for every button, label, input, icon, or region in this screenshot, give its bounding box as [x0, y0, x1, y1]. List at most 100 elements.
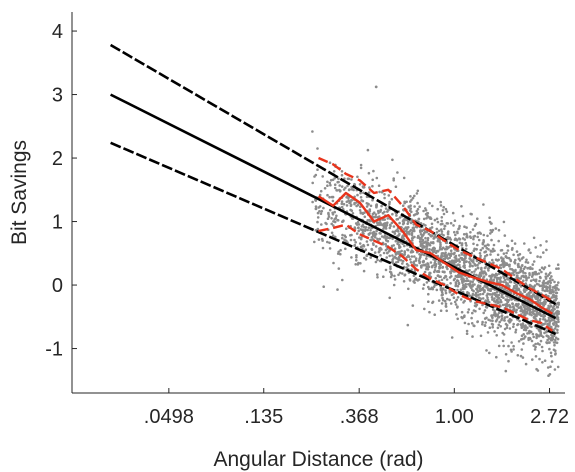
- scatter-point: [477, 261, 481, 265]
- scatter-point: [319, 189, 323, 193]
- scatter-point: [346, 177, 350, 181]
- scatter-point: [359, 237, 363, 241]
- scatter-point: [460, 253, 464, 256]
- scatter-point: [483, 289, 486, 292]
- scatter-point: [482, 276, 485, 280]
- scatter-point: [464, 282, 468, 286]
- scatter-point: [332, 224, 335, 227]
- scatter-point: [393, 247, 397, 250]
- scatter-point: [501, 339, 505, 343]
- scatter-point: [434, 233, 437, 237]
- scatter-point: [355, 255, 358, 259]
- scatter-point: [536, 255, 539, 258]
- scatter-point: [548, 305, 551, 309]
- scatter-point: [537, 283, 540, 286]
- scatter-point: [457, 282, 461, 286]
- scatter-point: [453, 300, 457, 304]
- scatter-point: [365, 202, 369, 205]
- scatter-point: [535, 314, 538, 318]
- scatter-point: [443, 257, 447, 261]
- scatter-point: [547, 318, 551, 322]
- scatter-point: [500, 293, 504, 297]
- scatter-point: [388, 202, 391, 206]
- scatter-point: [491, 258, 494, 262]
- scatter-point: [431, 264, 434, 268]
- scatter-point: [408, 279, 412, 282]
- scatter-point: [409, 228, 413, 232]
- scatter-point: [430, 226, 434, 229]
- scatter-point: [329, 183, 332, 187]
- scatter-point: [482, 233, 486, 237]
- scatter-point: [556, 318, 560, 321]
- scatter-point: [552, 323, 555, 326]
- scatter-point: [411, 304, 415, 307]
- scatter-point: [501, 303, 505, 307]
- scatter-point: [318, 210, 321, 213]
- scatter-point: [362, 244, 366, 248]
- scatter-point: [468, 282, 472, 285]
- scatter-point: [490, 322, 494, 326]
- scatter-point: [497, 239, 501, 243]
- scatter-point: [421, 239, 425, 242]
- scatter-point: [526, 267, 529, 270]
- scatter-point: [431, 241, 435, 244]
- scatter-point: [521, 274, 525, 278]
- scatter-point: [376, 276, 379, 279]
- scatter-point: [515, 276, 518, 279]
- scatter-point: [481, 272, 485, 275]
- scatter-point: [354, 263, 358, 266]
- scatter-point: [486, 287, 490, 290]
- scatter-point: [541, 288, 544, 292]
- scatter-point: [440, 254, 444, 258]
- scatter-point: [432, 258, 435, 261]
- ticks: 4 3 2 1 0 -1 .0498 .135 .368 1.00 2.72: [45, 21, 569, 428]
- scatter-point: [369, 238, 372, 242]
- scatter-point: [479, 334, 483, 338]
- scatter-point: [409, 250, 413, 254]
- scatter-point: [510, 341, 513, 344]
- scatter-point: [381, 211, 385, 215]
- scatter-point: [490, 314, 493, 317]
- scatter-point: [531, 273, 534, 277]
- scatter-point: [553, 343, 556, 347]
- scatter-point: [384, 242, 388, 246]
- scatter-point: [468, 260, 471, 264]
- scatter-point: [427, 215, 430, 219]
- scatter-point: [415, 192, 419, 195]
- scatter-point: [314, 229, 318, 232]
- scatter-point: [550, 275, 553, 278]
- scatter-point: [500, 248, 504, 252]
- scatter-point: [481, 320, 484, 324]
- scatter-point: [449, 221, 453, 225]
- scatter-point: [367, 232, 371, 236]
- scatter-point: [364, 226, 368, 229]
- scatter-point: [473, 324, 476, 328]
- scatter-point: [519, 309, 522, 313]
- scatter-point: [532, 344, 535, 347]
- scatter-point: [359, 163, 363, 167]
- fit-line-bound-1: [109, 43, 557, 306]
- scatter-point: [369, 256, 373, 259]
- scatter-point: [396, 242, 399, 246]
- scatter-point: [390, 221, 394, 225]
- scatter-point: [333, 186, 337, 190]
- scatter-point: [439, 204, 443, 207]
- scatter-point: [534, 272, 537, 276]
- scatter-point: [354, 222, 358, 225]
- scatter-point: [374, 213, 378, 216]
- scatter-point: [316, 211, 320, 215]
- scatter-point: [422, 228, 426, 232]
- scatter-point: [401, 204, 405, 207]
- scatter-point: [422, 253, 426, 257]
- binned-line-mean: [317, 191, 553, 315]
- scatter-point: [478, 307, 481, 311]
- scatter-point: [530, 339, 534, 343]
- scatter-point: [508, 317, 512, 321]
- scatter-point: [435, 227, 439, 231]
- scatter-point: [448, 236, 452, 240]
- scatter-point: [547, 374, 550, 378]
- scatter-point: [326, 193, 329, 197]
- scatter-point: [486, 331, 490, 334]
- scatter-point: [311, 200, 314, 204]
- scatter-point: [541, 286, 544, 290]
